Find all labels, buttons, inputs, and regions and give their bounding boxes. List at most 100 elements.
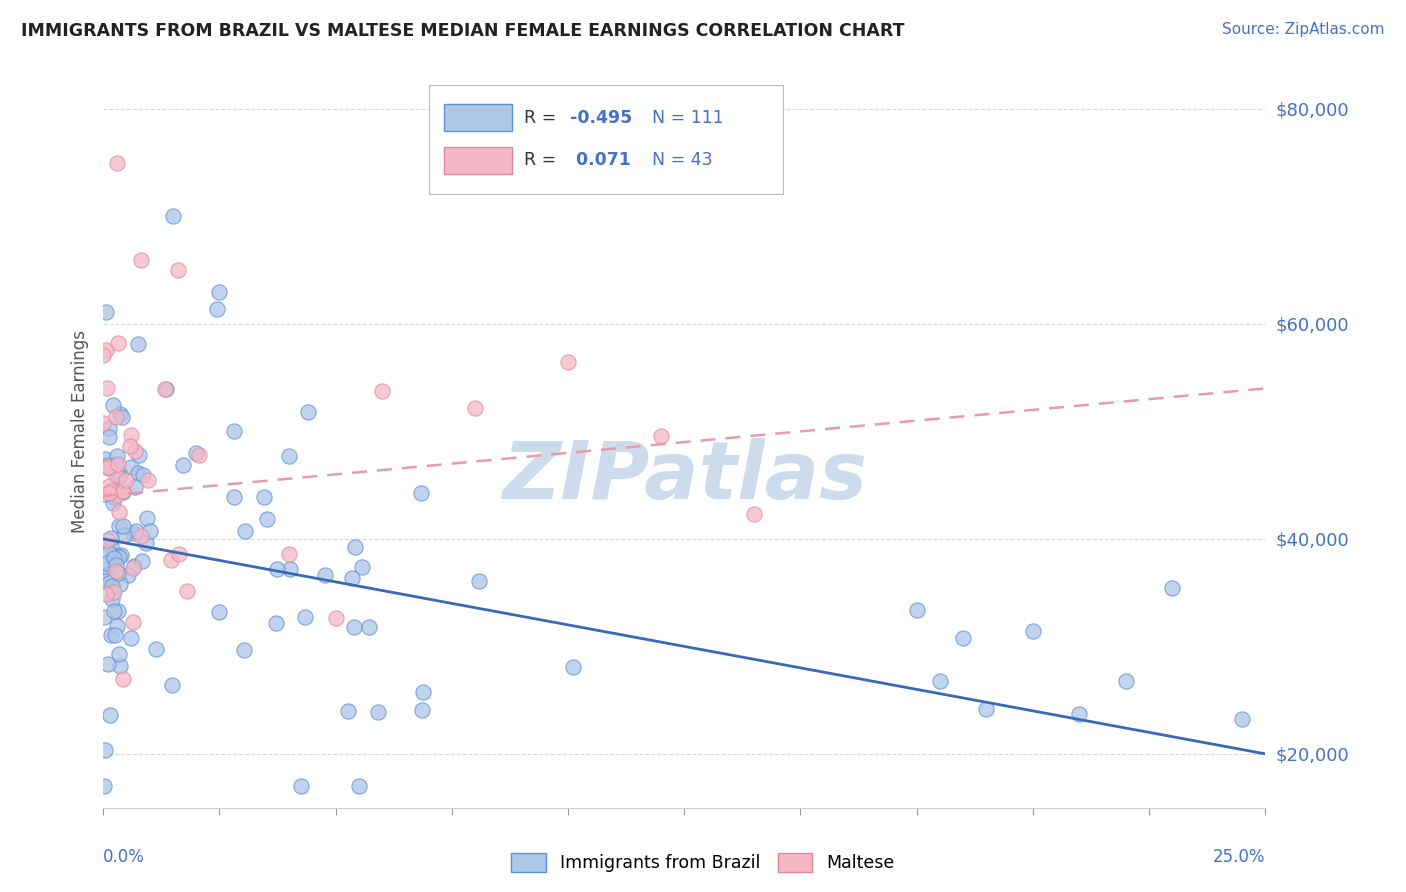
Point xyxy=(100,531,122,545)
Point xyxy=(233,524,256,538)
Point xyxy=(124,524,146,539)
Point xyxy=(129,528,152,542)
Point xyxy=(105,618,128,632)
Point xyxy=(97,545,120,559)
Point xyxy=(96,533,118,548)
Point xyxy=(127,336,149,351)
Point xyxy=(253,490,276,504)
Point xyxy=(1161,581,1184,595)
Point xyxy=(120,459,142,474)
Point xyxy=(105,487,128,501)
Point xyxy=(100,539,122,553)
Point xyxy=(297,404,319,418)
Point xyxy=(98,707,121,722)
Point xyxy=(107,336,129,351)
Point xyxy=(94,487,117,501)
Point xyxy=(105,155,128,169)
Point xyxy=(411,485,433,500)
Point xyxy=(1115,673,1137,688)
Point xyxy=(650,429,672,443)
Text: N = 111: N = 111 xyxy=(652,109,724,127)
Point xyxy=(94,343,117,358)
Point xyxy=(371,384,394,399)
Point xyxy=(94,743,117,757)
Point xyxy=(111,519,134,533)
Point xyxy=(205,302,228,317)
Point xyxy=(359,620,381,634)
Legend: Immigrants from Brazil, Maltese: Immigrants from Brazil, Maltese xyxy=(505,846,901,879)
Point xyxy=(96,587,118,601)
Text: Source: ZipAtlas.com: Source: ZipAtlas.com xyxy=(1222,22,1385,37)
Point xyxy=(122,559,145,574)
Point xyxy=(340,570,363,584)
Text: N = 43: N = 43 xyxy=(652,152,713,169)
Point xyxy=(277,449,299,463)
Point xyxy=(96,381,118,395)
Point xyxy=(111,484,134,499)
Point xyxy=(468,574,491,588)
Point xyxy=(145,642,167,657)
Point xyxy=(115,473,138,487)
Point xyxy=(101,591,124,606)
Point xyxy=(97,461,120,475)
Point xyxy=(1230,712,1253,726)
Point xyxy=(128,448,150,462)
Point xyxy=(105,458,128,472)
Point xyxy=(349,779,371,793)
Point xyxy=(561,660,583,674)
Point xyxy=(101,579,124,593)
Point xyxy=(97,657,120,672)
Point xyxy=(929,673,952,688)
Point xyxy=(103,490,125,504)
Point xyxy=(120,632,142,646)
Point xyxy=(153,382,176,396)
Point xyxy=(103,550,125,565)
Point xyxy=(107,457,129,471)
Point xyxy=(131,554,153,568)
Point xyxy=(290,779,312,793)
Point xyxy=(108,549,131,564)
Point xyxy=(110,468,132,483)
Point xyxy=(96,557,118,571)
Point xyxy=(127,466,149,480)
Text: R =: R = xyxy=(524,152,561,169)
FancyBboxPatch shape xyxy=(444,147,512,174)
Point xyxy=(101,398,124,412)
Point xyxy=(172,458,194,472)
Point xyxy=(107,470,129,484)
Point xyxy=(266,562,288,576)
Point xyxy=(117,568,139,582)
Text: 0.0%: 0.0% xyxy=(103,847,145,866)
Point xyxy=(135,536,157,550)
Point xyxy=(169,547,191,561)
Point xyxy=(97,576,120,591)
Point xyxy=(411,703,433,717)
Text: -0.495: -0.495 xyxy=(571,109,633,127)
Point xyxy=(176,583,198,598)
Point xyxy=(91,416,114,430)
Point xyxy=(186,446,208,460)
Point xyxy=(94,567,117,582)
Point xyxy=(278,547,301,561)
Point xyxy=(108,658,131,673)
Point xyxy=(97,459,120,474)
Point xyxy=(100,483,122,498)
Point xyxy=(97,485,120,500)
Point xyxy=(129,253,152,268)
Point xyxy=(105,450,128,464)
Point xyxy=(166,263,188,277)
Point xyxy=(337,705,360,719)
Point xyxy=(110,577,132,591)
Point xyxy=(97,458,120,472)
Point xyxy=(101,548,124,562)
Point xyxy=(94,452,117,467)
Point xyxy=(104,409,127,424)
Point xyxy=(103,584,125,599)
Point xyxy=(103,604,125,618)
Text: ZIPatlas: ZIPatlas xyxy=(502,438,866,516)
Point xyxy=(94,574,117,588)
Point xyxy=(112,528,135,542)
Text: 0.071: 0.071 xyxy=(571,152,631,169)
Point xyxy=(111,409,134,424)
Point xyxy=(107,518,129,533)
